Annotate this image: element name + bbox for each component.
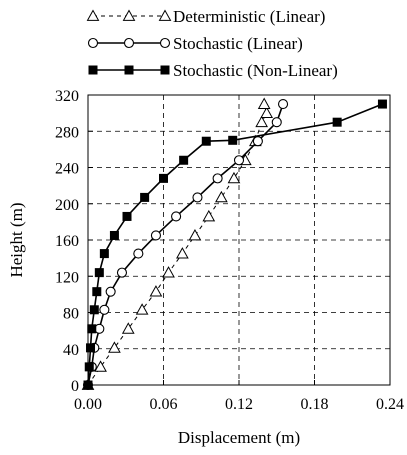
series-1-point <box>162 266 175 278</box>
x-tick-label: 0.00 <box>74 396 102 413</box>
legend-marker-3 <box>124 65 134 75</box>
series-1-point <box>215 190 228 203</box>
series-3-line <box>87 103 383 386</box>
legend-marker-2 <box>123 37 135 49</box>
legend-item-1: Deterministic (Linear) <box>86 7 325 26</box>
y-tick-label: 80 <box>63 306 79 323</box>
legend-marker-2 <box>159 37 171 49</box>
y-axis-label: Height (m) <box>7 202 26 277</box>
ticks: 0.00 0.06 0.12 0.18 0.24 0 40 80 120 160 200 240 280… <box>55 88 404 413</box>
series-1-point <box>108 341 121 353</box>
legend-marker-1 <box>86 9 100 21</box>
legend-label-3: Stochastic (Non-Linear) <box>173 61 338 80</box>
series-3-point <box>122 211 132 221</box>
series-3-point <box>140 192 150 202</box>
series-3-point <box>84 362 94 372</box>
series-3-point <box>201 136 211 146</box>
y-tick-label: 320 <box>55 88 79 105</box>
series-1-point <box>227 171 241 184</box>
series-2-point <box>277 99 289 110</box>
series-3-point <box>228 135 238 145</box>
legend-item-3: Stochastic (Non-Linear) <box>88 61 338 80</box>
series-1-point <box>257 97 271 109</box>
legend-marker-1 <box>158 9 172 21</box>
series-3-point <box>86 343 96 353</box>
series-2-point <box>252 136 263 147</box>
y-tick-label: 160 <box>55 233 79 250</box>
series-3-point <box>377 99 387 109</box>
series-1-point <box>121 322 135 334</box>
series-2-point <box>233 155 245 166</box>
series-3-point <box>89 305 99 315</box>
series-2-point <box>212 173 223 184</box>
series-3-point <box>109 230 119 240</box>
legend-label-2: Stochastic (Linear) <box>173 34 303 53</box>
series-1-point <box>176 247 189 259</box>
y-tick-label: 40 <box>63 342 79 359</box>
x-tick-label: 0.24 <box>376 396 404 413</box>
series-2-point <box>171 211 182 222</box>
y-tick-label: 280 <box>55 124 79 141</box>
series-layer <box>81 97 387 391</box>
x-axis-label: Displacement (m) <box>178 428 300 447</box>
series-2-point <box>105 286 116 297</box>
series-2-point <box>116 267 128 278</box>
series-1 <box>81 97 274 390</box>
series-2-point <box>133 248 144 259</box>
series-2-point <box>99 304 110 315</box>
series-3-point <box>332 117 342 127</box>
series-3 <box>83 99 387 390</box>
legend: Deterministic (Linear) Stochastic (Linear… <box>86 7 338 80</box>
legend-item-2: Stochastic (Linear) <box>87 34 303 53</box>
legend-marker-2 <box>87 37 99 49</box>
series-1-point <box>135 303 149 315</box>
y-tick-label: 0 <box>71 378 79 395</box>
series-2-point <box>271 117 282 128</box>
x-tick-label: 0.12 <box>225 396 253 413</box>
series-2-line <box>87 103 284 386</box>
series-1-point <box>94 360 107 372</box>
y-tick-label: 240 <box>55 161 79 178</box>
series-1-point <box>149 285 163 297</box>
legend-marker-3 <box>160 65 170 75</box>
legend-label-1: Deterministic (Linear) <box>173 7 325 26</box>
y-tick-label: 200 <box>55 197 79 214</box>
series-3-point <box>94 268 104 278</box>
y-tick-label: 120 <box>55 269 79 286</box>
series-3-point <box>159 173 168 183</box>
series-3-point <box>99 249 109 259</box>
series-2-point <box>192 192 203 203</box>
series-1-point <box>202 209 216 222</box>
series-2-point <box>150 230 161 241</box>
series-3-point <box>92 287 102 297</box>
x-tick-label: 0.18 <box>301 396 329 413</box>
series-1-point <box>260 106 274 119</box>
series-1-point <box>188 228 202 241</box>
grid <box>88 95 390 385</box>
legend-marker-3 <box>88 65 98 75</box>
legend-marker-1 <box>122 9 136 21</box>
x-tick-label: 0.06 <box>150 396 178 413</box>
series-3-point <box>87 324 97 334</box>
series-1-point <box>255 115 268 128</box>
series-3-point <box>179 155 189 165</box>
